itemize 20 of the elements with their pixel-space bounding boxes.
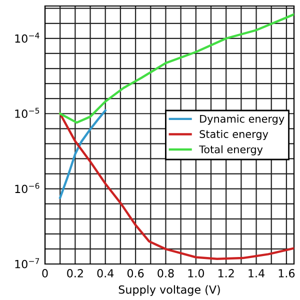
x-tick-label: 0.6 bbox=[127, 269, 144, 278]
x-tick-label: 0.2 bbox=[67, 269, 83, 278]
x-tick-label: 1.2 bbox=[218, 269, 234, 278]
x-tick-label: 1.0 bbox=[188, 269, 204, 278]
legend-label: Static energy bbox=[200, 130, 268, 140]
line-series bbox=[58, 112, 294, 260]
y-tick-label: 10$^{−4}$ bbox=[15, 32, 40, 43]
y-tick-label: 10$^{−6}$ bbox=[15, 182, 40, 194]
legend-label: Total energy bbox=[199, 145, 263, 156]
x-tick-label: 0.4 bbox=[97, 269, 114, 278]
x-tick-label: 1.4 bbox=[248, 269, 264, 278]
legend-label: Dynamic energy bbox=[200, 114, 284, 125]
x-tick-label: 1.6 bbox=[278, 269, 295, 278]
y-tick-label: 10$^{−7}$ bbox=[15, 258, 40, 268]
x-axis-title: Supply voltage (V) bbox=[118, 285, 220, 296]
x-tick-label: 0 bbox=[42, 269, 48, 278]
line-series bbox=[58, 109, 106, 199]
line-series bbox=[58, 13, 294, 124]
y-tick-label: 10$^{−5}$ bbox=[15, 108, 40, 118]
x-tick-label: 0.8 bbox=[158, 269, 174, 278]
